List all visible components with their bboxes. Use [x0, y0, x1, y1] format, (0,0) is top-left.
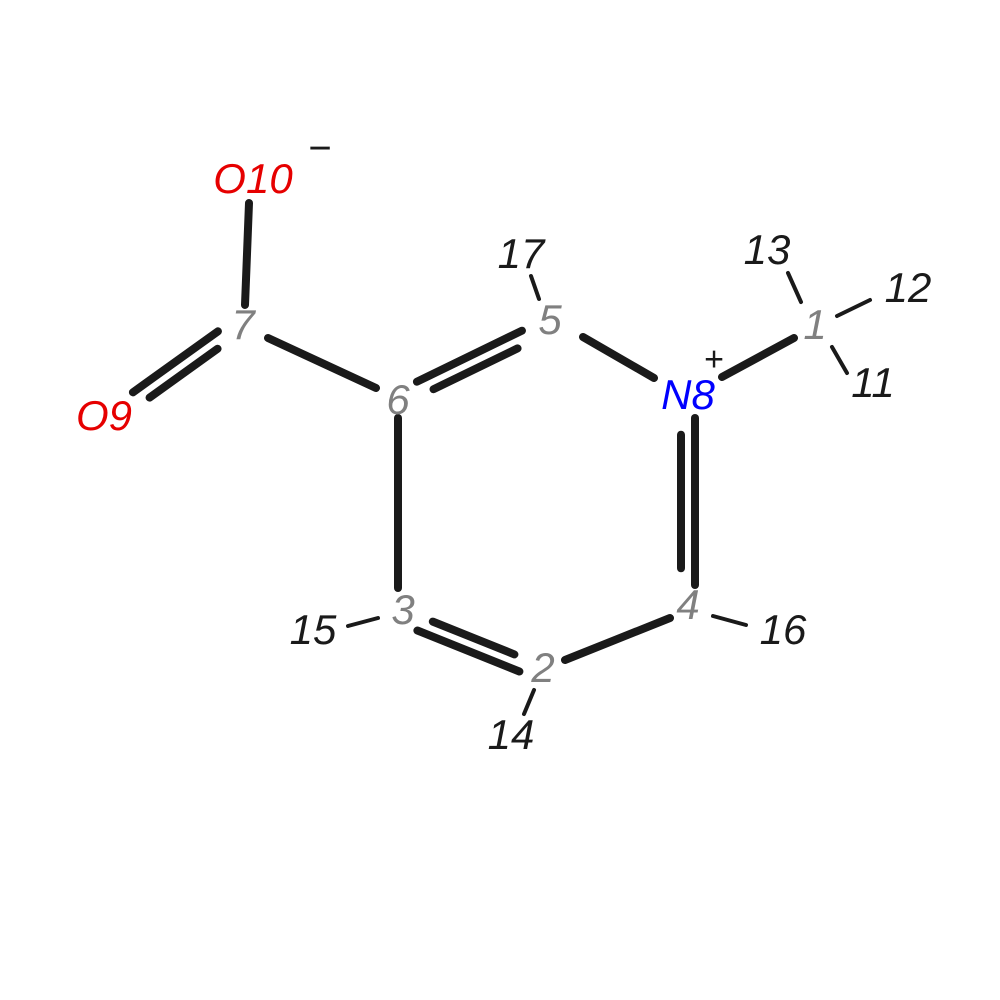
molecule-bonds	[0, 0, 1000, 1000]
atom-label-13: 13	[744, 226, 791, 274]
atom-label-10: O10	[213, 155, 292, 203]
atom-label-11: 11	[851, 359, 895, 407]
atom-label-4: 4	[676, 581, 699, 629]
atom-label-1: 1	[803, 301, 826, 349]
atom-label-16: 16	[760, 606, 807, 654]
atom-label-9: O9	[76, 392, 132, 440]
atom-label-2: 2	[531, 644, 554, 692]
charge-symbol: +	[704, 341, 724, 380]
atom-label-14: 14	[488, 711, 535, 759]
charge-symbol: −	[308, 127, 331, 172]
atom-label-6: 6	[386, 376, 409, 424]
atom-label-12: 12	[885, 264, 932, 312]
atom-label-17: 17	[498, 230, 545, 278]
atom-label-7: 7	[231, 301, 254, 349]
atom-label-15: 15	[290, 606, 337, 654]
atom-label-5: 5	[538, 296, 561, 344]
atom-label-3: 3	[391, 586, 414, 634]
